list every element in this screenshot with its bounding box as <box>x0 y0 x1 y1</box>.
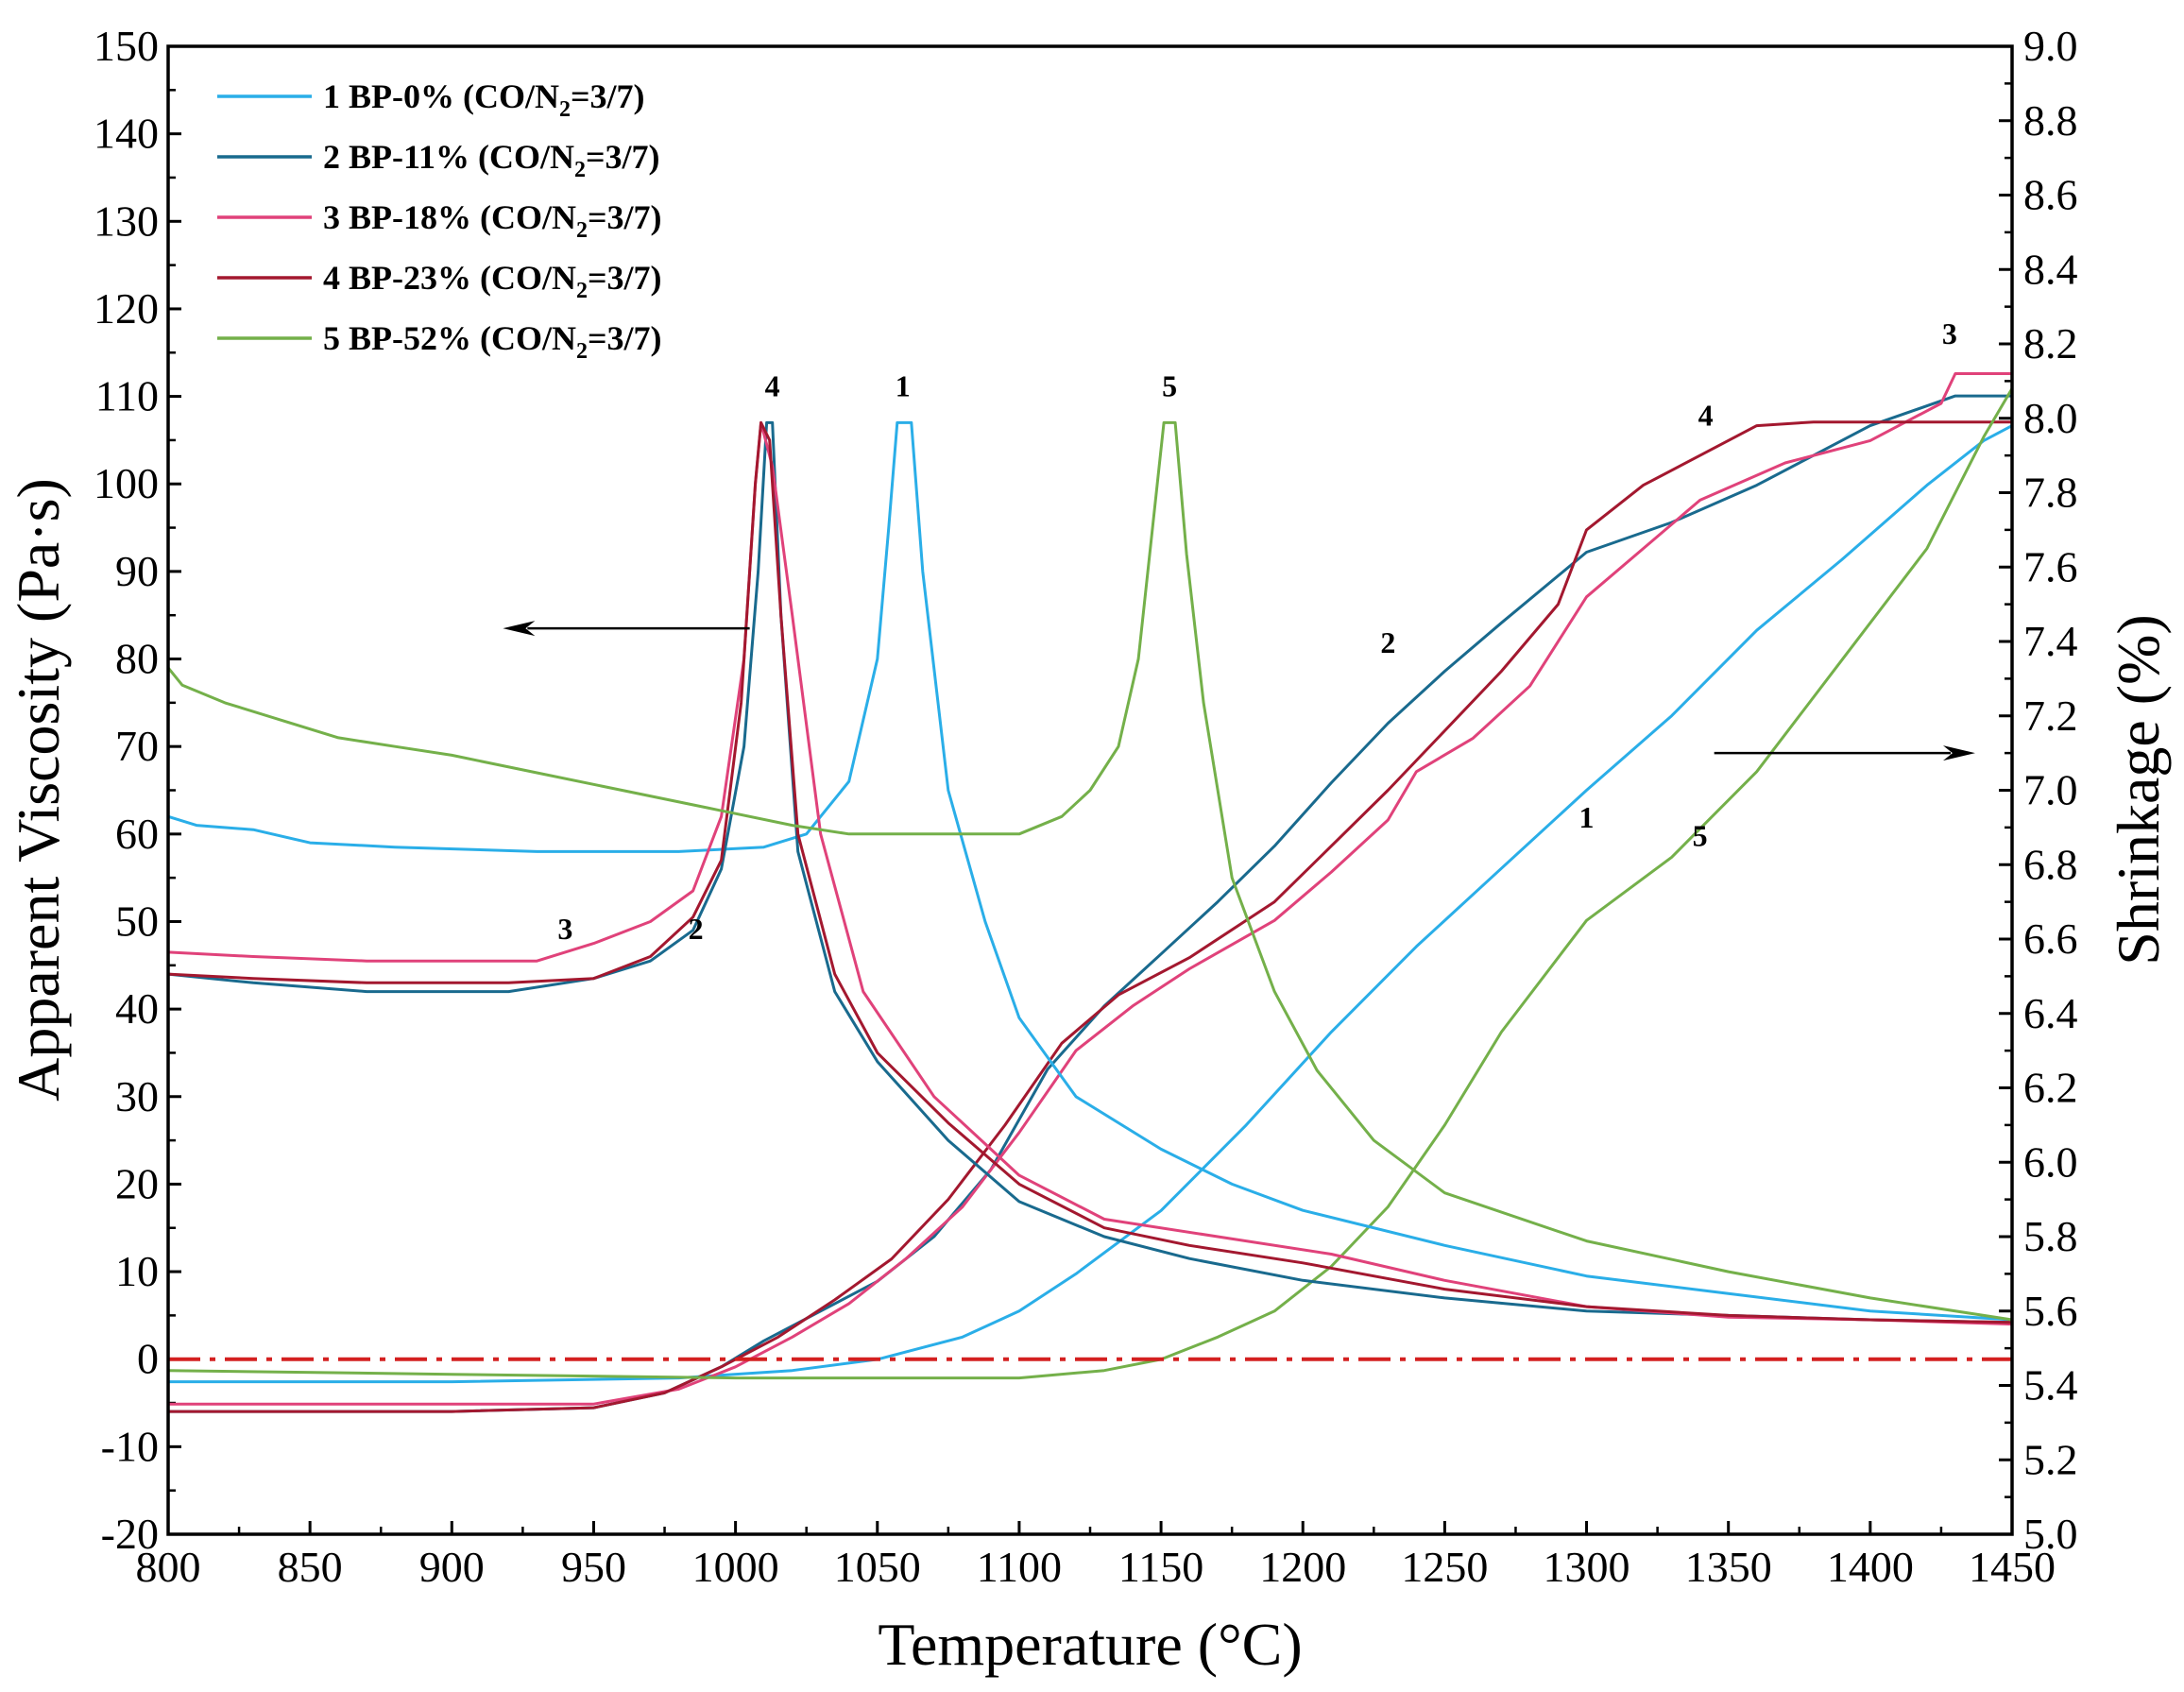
curve-label: 2 <box>689 912 704 946</box>
y-tick-label: -10 <box>101 1422 159 1470</box>
x-tick-label: 1450 <box>1969 1543 2056 1591</box>
x-tick-label: 1200 <box>1259 1543 1346 1591</box>
x-tick-label: 1350 <box>1685 1543 1772 1591</box>
y-tick-label: 30 <box>115 1072 159 1120</box>
x-tick-label: 1300 <box>1544 1543 1630 1591</box>
y2-tick-label: 6.6 <box>2023 914 2078 963</box>
y-tick-label: 0 <box>137 1335 159 1383</box>
plot-frame <box>166 44 2014 1536</box>
viscosity-curve-1 <box>167 420 2013 1322</box>
x-axis-title: Temperature (°C) <box>878 1611 1302 1678</box>
x-tick-label: 1050 <box>834 1543 921 1591</box>
y-tick-label: 60 <box>115 810 159 858</box>
y2-tick-label: 5.0 <box>2023 1510 2078 1558</box>
y2-tick-label: 8.0 <box>2023 394 2078 442</box>
shrinkage-curve-1 <box>168 424 2013 1384</box>
y2-tick-label: 6.0 <box>2023 1137 2078 1186</box>
axis-ticks: 800 850 900 950 1000 1050 1100 1150 1200 1250 1300… <box>94 22 2078 1591</box>
left-axis-arrow-head <box>503 621 536 637</box>
legend-label: 5 BP-52% (CO/N2=3/7) <box>323 319 662 364</box>
y-tick-label: 90 <box>115 547 159 595</box>
y2-tick-label: 8.8 <box>2023 96 2078 145</box>
curve-label: 2 <box>1380 625 1395 659</box>
right-axis-arrow-head <box>1942 745 1975 761</box>
y2-axis-title: Shrinkage (%) <box>2105 614 2172 965</box>
y-tick-label: 120 <box>94 284 159 333</box>
shrinkage-curve-5 <box>167 387 2014 1380</box>
y-tick-label: 110 <box>95 372 159 420</box>
x-tick-label: 800 <box>136 1543 201 1591</box>
y2-tick-label: 5.8 <box>2023 1212 2078 1260</box>
y2-tick-label: 5.4 <box>2023 1361 2078 1410</box>
viscosity-curve-5 <box>166 420 2013 1322</box>
curve-label: 1 <box>1579 800 1595 834</box>
y-axis-title: Apparent Viscosity (Pa·s) <box>5 478 72 1102</box>
legend: 1 BP-0% (CO/N2=3/7) 2 BP-11% (CO/N2=3/7) 3… <box>217 77 662 364</box>
x-tick-label: 1150 <box>1118 1543 1203 1591</box>
y2-tick-label: 7.8 <box>2023 469 2078 517</box>
shrinkage-curve-4 <box>168 420 2012 1413</box>
y-tick-label: 10 <box>115 1247 159 1295</box>
y-tick-label: 50 <box>115 897 159 945</box>
legend-label: 4 BP-23% (CO/N2=3/7) <box>323 259 662 303</box>
viscosity-curve-3 <box>167 420 2013 1326</box>
y2-tick-label: 6.8 <box>2023 840 2078 888</box>
legend-label: 1 BP-0% (CO/N2=3/7) <box>323 77 645 122</box>
y2-tick-label: 6.4 <box>2023 989 2078 1037</box>
y-tick-label: -20 <box>101 1510 159 1558</box>
y-tick-label: 100 <box>94 459 159 507</box>
y-tick-label: 40 <box>115 984 159 1033</box>
x-tick-label: 1250 <box>1401 1543 1488 1591</box>
viscosity-curve-4 <box>167 420 2013 1325</box>
x-tick-label: 1000 <box>692 1543 779 1591</box>
x-tick-label: 900 <box>419 1543 485 1591</box>
y2-tick-label: 6.2 <box>2023 1064 2078 1112</box>
y2-tick-label: 5.6 <box>2023 1287 2078 1335</box>
curve-labels: 4 1 5 3 2 3 4 2 1 5 <box>557 316 1957 946</box>
curve-label: 5 <box>1162 369 1177 403</box>
y2-tick-label: 8.6 <box>2023 171 2078 219</box>
curve-label: 4 <box>1698 399 1714 433</box>
y2-tick-label: 8.2 <box>2023 319 2078 367</box>
data-curves <box>166 372 2014 1413</box>
x-tick-label: 950 <box>561 1543 626 1591</box>
curve-label: 3 <box>557 912 572 946</box>
y2-tick-label: 9.0 <box>2023 22 2078 70</box>
x-tick-label: 1100 <box>977 1543 1062 1591</box>
curve-label: 3 <box>1942 316 1957 350</box>
y2-tick-label: 7.6 <box>2023 542 2078 590</box>
annotation-arrows <box>503 621 1975 761</box>
curve-label: 4 <box>765 369 780 403</box>
curve-label: 5 <box>1693 819 1708 853</box>
x-tick-label: 850 <box>278 1543 343 1591</box>
y2-tick-label: 7.4 <box>2023 617 2078 665</box>
y2-tick-label: 7.0 <box>2023 766 2078 814</box>
y2-tick-label: 7.2 <box>2023 692 2078 740</box>
y-tick-label: 20 <box>115 1159 159 1207</box>
legend-label: 2 BP-11% (CO/N2=3/7) <box>323 138 660 182</box>
curve-label: 1 <box>896 369 911 403</box>
y2-tick-label: 8.4 <box>2023 245 2078 293</box>
y-tick-label: 80 <box>115 635 159 683</box>
x-tick-label: 1400 <box>1827 1543 1914 1591</box>
y-tick-label: 70 <box>115 722 159 770</box>
y-tick-label: 130 <box>94 197 159 245</box>
y-tick-label: 150 <box>94 22 159 70</box>
legend-label: 3 BP-18% (CO/N2=3/7) <box>323 198 662 243</box>
y2-tick-label: 5.2 <box>2023 1435 2078 1483</box>
y-tick-label: 140 <box>94 110 159 158</box>
